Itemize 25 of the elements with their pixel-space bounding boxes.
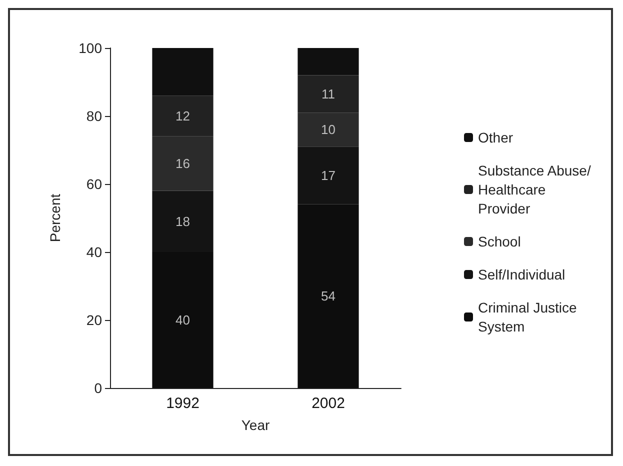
data-label: 54 bbox=[321, 288, 336, 304]
data-label: 40 bbox=[176, 312, 190, 328]
x-tick-label: 1992 bbox=[166, 395, 200, 412]
y-tick-label: 80 bbox=[86, 108, 102, 124]
y-axis-title: Percent bbox=[47, 194, 63, 242]
bar bbox=[152, 48, 214, 96]
data-label: 10 bbox=[321, 122, 336, 138]
legend-label: Other bbox=[478, 130, 514, 146]
bar bbox=[298, 48, 359, 76]
y-tick-label: 60 bbox=[86, 176, 102, 192]
legend-label: Criminal Justice System bbox=[478, 300, 581, 334]
y-tick-label: 20 bbox=[86, 312, 102, 328]
y-tick-label: 40 bbox=[86, 244, 102, 260]
x-tick-label: 2002 bbox=[312, 395, 345, 412]
data-label: 11 bbox=[322, 86, 335, 102]
y-tick-label: 0 bbox=[94, 380, 102, 396]
x-axis-title: Year bbox=[241, 417, 270, 433]
data-label: 17 bbox=[321, 168, 336, 183]
data-label: 16 bbox=[176, 156, 190, 172]
data-label: 18 bbox=[176, 214, 190, 229]
legend-label: Self/Individual bbox=[478, 266, 566, 282]
data-label: 12 bbox=[176, 108, 190, 124]
y-tick-label: 100 bbox=[78, 40, 102, 56]
legend-label: Substance Abuse/ Healthcare Provider bbox=[478, 162, 595, 216]
legend-label: School bbox=[478, 234, 521, 250]
